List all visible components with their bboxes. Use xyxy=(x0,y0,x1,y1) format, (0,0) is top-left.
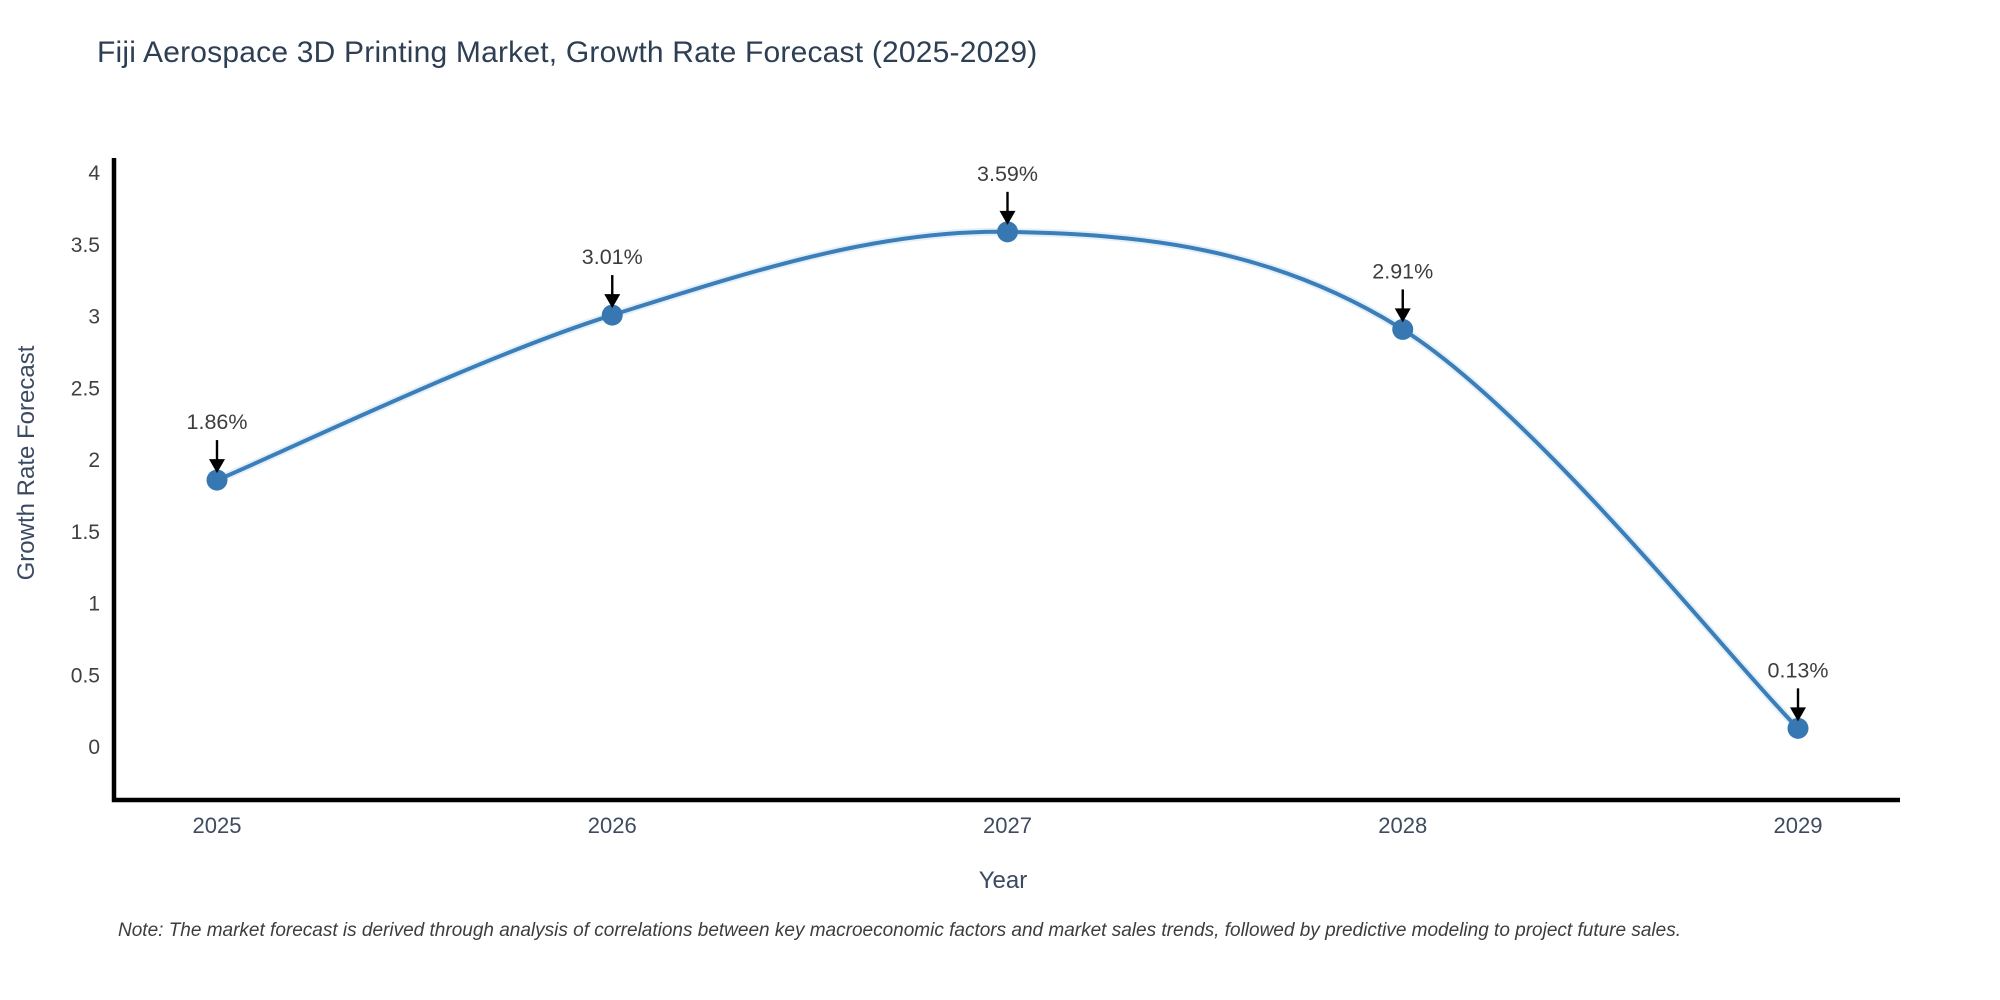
annotation-arrow-head xyxy=(1790,707,1806,722)
annotation-arrow-head xyxy=(604,294,621,309)
y-tick-label: 3.5 xyxy=(71,234,100,257)
y-tick-label: 3 xyxy=(88,306,100,329)
x-tick-label: 2025 xyxy=(193,813,242,838)
point-label: 3.59% xyxy=(977,162,1038,186)
annotation-arrow-head xyxy=(999,210,1016,225)
data-point-marker xyxy=(206,469,228,491)
plot-area: 0 0.5 1 1.5 2 2.5 3 3.5 4 2025 2026 2027 2028 2029 1.8… xyxy=(71,158,1900,838)
y-tick-label: 0.5 xyxy=(71,664,100,687)
point-label: 0.13% xyxy=(1768,658,1829,682)
point-label: 2.91% xyxy=(1372,259,1433,283)
y-tick-label: 1.5 xyxy=(71,521,100,544)
data-point-marker xyxy=(1787,717,1809,739)
x-tick-label: 2029 xyxy=(1774,813,1823,838)
y-axis-title: Growth Rate Forecast xyxy=(13,345,40,580)
trend-line xyxy=(215,229,1800,731)
y-tick-label: 2.5 xyxy=(71,377,100,400)
point-label: 3.01% xyxy=(582,245,643,269)
annotation-arrow-head xyxy=(209,459,225,474)
axis-spine xyxy=(111,158,1900,803)
chart-title: Fiji Aerospace 3D Printing Market, Growt… xyxy=(97,36,1038,69)
x-tick-label: 2028 xyxy=(1378,813,1427,838)
y-tick-label: 4 xyxy=(88,162,100,185)
y-tick-label: 2 xyxy=(88,449,100,472)
trend-line-halo xyxy=(213,227,1802,733)
data-point-marker xyxy=(997,221,1018,243)
data-point-marker xyxy=(601,304,623,326)
y-tick-label: 0 xyxy=(88,736,100,759)
x-axis-title: Year xyxy=(979,867,1028,894)
y-tick-label: 1 xyxy=(88,593,100,616)
annotation-arrow-head xyxy=(1394,308,1411,323)
point-label: 1.86% xyxy=(187,410,248,434)
data-point-marker xyxy=(1392,318,1414,340)
x-tick-label: 2027 xyxy=(983,813,1032,838)
x-tick-label: 2026 xyxy=(588,813,637,838)
footnote: Note: The market forecast is derived thr… xyxy=(118,920,1681,941)
